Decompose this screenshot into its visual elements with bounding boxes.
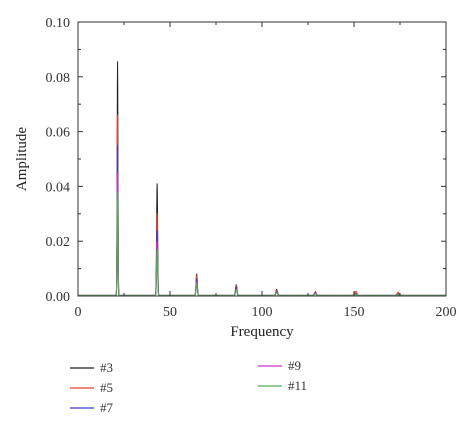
legend-label-3: #7 [100,400,114,415]
y-tick-label: 0.04 [46,180,71,195]
series-line-5 [78,191,446,296]
y-tick-label: 0.10 [46,16,71,31]
legend-label-1: #3 [100,360,113,375]
y-tick-label: 0.00 [46,290,71,305]
x-tick-label: 200 [436,305,457,320]
series-line-2 [78,114,446,296]
ticks-layer: 0 50 100 150 200 0.00 0.02 0.04 0.06 0.08 0.10 [46,16,457,320]
x-tick-label: 150 [344,305,365,320]
y-axis-title: Amplitude [14,127,30,192]
legend-label-5: #11 [288,378,307,393]
legend: #3 #5 #7 #9 #11 [70,358,307,415]
y-tick-label: 0.06 [46,126,71,141]
x-tick-label: 0 [75,305,82,320]
series-line-1 [78,61,446,296]
x-tick-label: 50 [163,305,177,320]
series-line-4 [78,172,446,296]
series-layer [78,61,446,296]
series-line-3 [78,144,446,296]
plot-frame [77,21,447,297]
y-tick-label: 0.02 [46,235,71,250]
legend-label-2: #5 [100,380,113,395]
y-tick-label: 0.08 [46,71,71,86]
x-axis-title: Frequency [230,324,294,340]
legend-label-4: #9 [288,358,301,373]
x-tick-label: 100 [252,305,273,320]
